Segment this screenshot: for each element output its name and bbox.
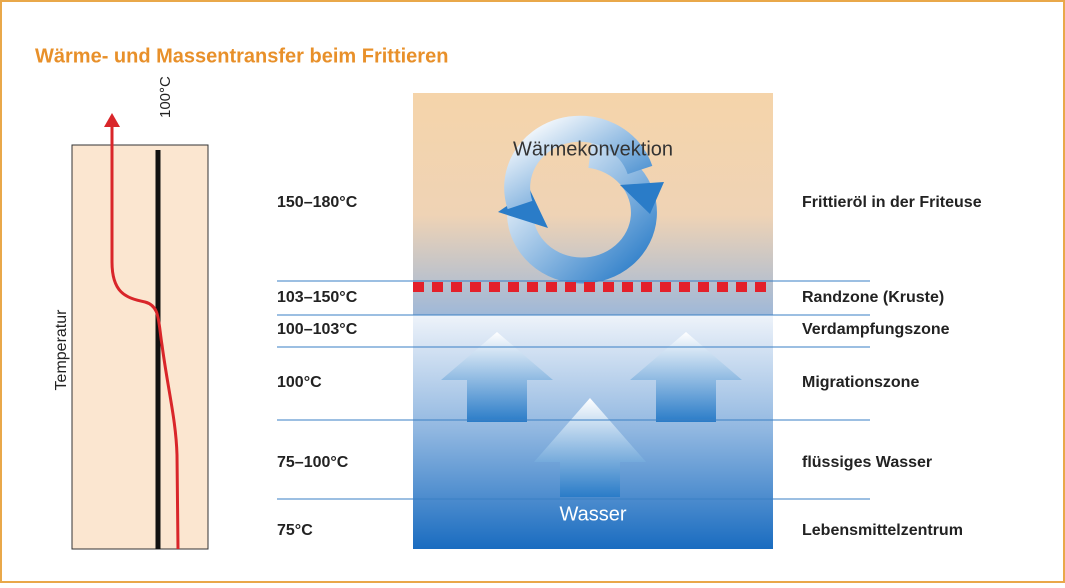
zone-temperature: 75°C [277,522,313,539]
zone-name: Migrationszone [802,374,919,391]
zone-name: Randzone (Kruste) [802,289,944,306]
zone-name: Verdampfungszone [802,321,950,338]
reference-label: 100°C [157,76,174,118]
zone-name: flüssiges Wasser [802,454,932,471]
profile-box [72,145,208,549]
zone-temperature: 150–180°C [277,194,358,211]
zone-temperature: 103–150°C [277,289,358,306]
axis-label: Temperatur [53,309,70,391]
title: Wärme- und Massentransfer beim Frittiere… [35,45,448,67]
convection-label: Wärmekonvektion [513,138,673,160]
zone-name: Lebensmittelzentrum [802,522,963,539]
zone-name: Frittieröl in der Friteuse [802,194,982,211]
diagram: Wärme- und Massentransfer beim Frittiere… [0,0,1065,583]
zone-temperature: 100–103°C [277,321,358,338]
curve-arrow [104,113,120,127]
zone-temperature: 100°C [277,374,322,391]
zone-temperature: 75–100°C [277,454,349,471]
water-label: Wasser [559,503,626,525]
